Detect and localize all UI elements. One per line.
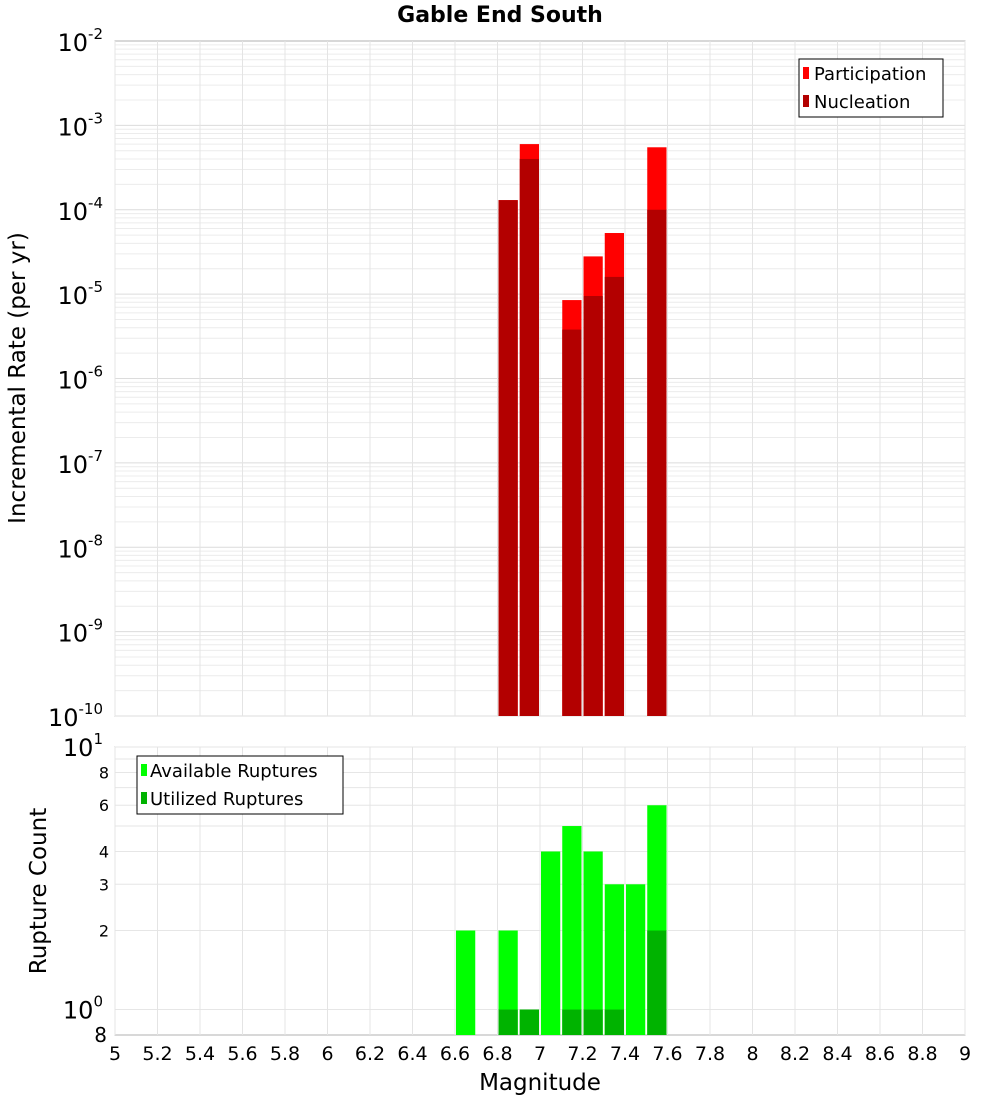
count-grid [114, 746, 966, 1035]
nucleation-legend-label: Nucleation [814, 92, 910, 113]
utilized-legend-label: Utilized Ruptures [150, 789, 303, 810]
nucleation-bar [562, 329, 582, 716]
participation-legend-label: Participation [814, 64, 926, 85]
available-bar [626, 884, 646, 1035]
available-bar [541, 851, 561, 1035]
available-bar [562, 826, 582, 1035]
utilized-bar [604, 1009, 624, 1035]
x-tick-label: 6.2 [355, 1043, 385, 1065]
count-y-bottom-tick-label: 8 [94, 1023, 107, 1047]
rate-y-tick-label: 10-7 [57, 447, 103, 479]
count-y-minor-tick-label: 2 [99, 922, 109, 941]
utilized-bar [562, 1009, 582, 1035]
x-tick-label: 8.2 [780, 1043, 810, 1065]
available-bar [498, 930, 518, 1035]
available-legend-label: Available Ruptures [150, 761, 318, 782]
count-y-minor-tick-label: 6 [99, 796, 109, 815]
rate-grid [114, 41, 966, 717]
x-tick-label: 6.6 [440, 1043, 470, 1065]
nucleation-bar [498, 200, 518, 716]
x-tick-label: 5.8 [270, 1043, 300, 1065]
x-tick-label: 5.6 [227, 1043, 257, 1065]
participation-legend-swatch [803, 67, 809, 79]
rate-legend-box [798, 58, 944, 118]
available-bar [604, 884, 624, 1035]
utilized-bars [498, 930, 667, 1035]
x-tick-label: 7 [534, 1043, 546, 1065]
nucleation-bar [604, 276, 624, 716]
x-tick-label: 7.8 [695, 1043, 725, 1065]
utilized-legend-swatch [141, 792, 147, 804]
count-legend-box [136, 755, 344, 815]
available-legend-swatch [141, 764, 147, 776]
x-ticks: 5 5.2 5.4 5.6 5.8 6 6.2 6.4 6.6 6.8 7 7.2 7.4 7.6 7.8 8… [109, 1043, 971, 1065]
x-tick-label: 8.4 [822, 1043, 852, 1065]
rate-y-tick-label: 10-10 [48, 700, 103, 732]
x-tick-label: 7.6 [652, 1043, 682, 1065]
rate-legend: Participation Nucleation [798, 58, 944, 118]
x-tick-label: 7.2 [567, 1043, 597, 1065]
nucleation-bar [519, 158, 539, 717]
chart-title: Gable End South [397, 3, 603, 28]
count-y-axis-label: Rupture Count [26, 808, 52, 974]
x-tick-label: 5.4 [185, 1043, 215, 1065]
rate-y-ticks: 10-10 10-9 10-8 10-7 10-6 10-5 10-4 10-3 10-2 [48, 25, 103, 732]
rate-y-tick-label: 10-6 [57, 363, 103, 395]
x-tick-label: 8 [746, 1043, 758, 1065]
x-tick-label: 8.6 [865, 1043, 895, 1065]
count-y-major-tick-label: 101 [63, 730, 103, 762]
utilized-bar [498, 1009, 518, 1035]
count-y-major-tick-label: 100 [63, 993, 103, 1025]
rate-y-axis-label: Incremental Rate (per yr) [5, 232, 31, 524]
rate-y-tick-label: 10-4 [57, 194, 103, 226]
rate-y-tick-label: 10-5 [57, 278, 103, 310]
nucleation-bar [647, 209, 667, 716]
x-tick-label: 6 [321, 1043, 333, 1065]
available-bar [456, 930, 476, 1035]
count-legend: Available Ruptures Utilized Ruptures [136, 755, 344, 815]
rate-y-tick-label: 10-3 [57, 109, 103, 141]
x-tick-label: 9 [959, 1043, 971, 1065]
x-tick-label: 5 [109, 1043, 121, 1065]
nucleation-legend-swatch [803, 95, 809, 107]
available-bar [583, 851, 603, 1035]
rate-y-tick-label: 10-2 [57, 25, 103, 57]
x-tick-label: 6.4 [397, 1043, 427, 1065]
rate-panel: Gable End South 10-1010-910-810-710-610-… [5, 3, 966, 732]
count-y-minor-tick-label: 4 [99, 842, 109, 861]
x-axis-label: Magnitude [479, 1070, 601, 1096]
x-tick-label: 5.2 [142, 1043, 172, 1065]
nucleation-bars [498, 158, 667, 717]
utilized-bar [519, 1009, 539, 1035]
rate-y-tick-label: 10-8 [57, 531, 103, 563]
x-tick-label: 7.4 [610, 1043, 640, 1065]
nucleation-bar [583, 296, 603, 716]
utilized-bar [647, 930, 667, 1035]
rate-y-tick-label: 10-9 [57, 616, 103, 648]
utilized-bar [583, 1009, 603, 1035]
count-y-minor-tick-label: 8 [99, 763, 109, 782]
x-tick-label: 8.8 [907, 1043, 937, 1065]
count-y-minor-tick-label: 3 [99, 875, 109, 894]
x-tick-label: 6.8 [482, 1043, 512, 1065]
